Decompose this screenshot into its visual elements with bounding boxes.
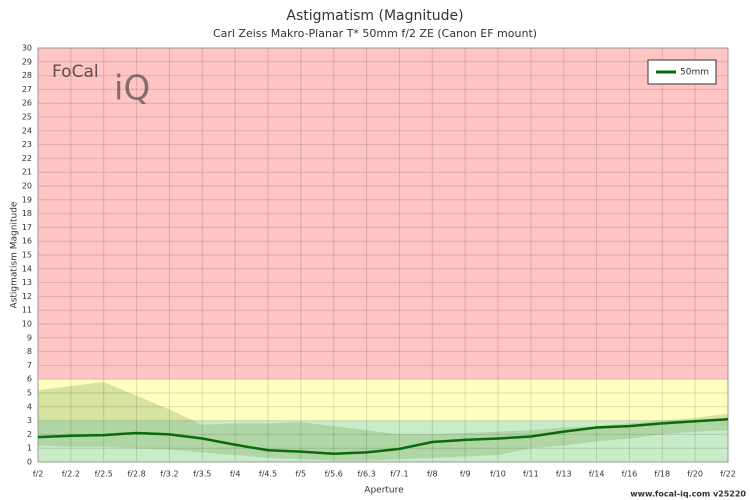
y-tick-label: 25 [22,113,32,122]
zone [38,379,728,421]
x-tick-label: f/10 [490,470,506,479]
y-tick-label: 27 [22,85,32,94]
y-tick-label: 1 [27,444,32,453]
series-line [37,417,729,455]
x-tick-label: f/3.5 [193,470,211,479]
y-tick-label: 6 [27,375,32,384]
x-tick-label: f/16 [622,470,638,479]
x-tick-label: f/5 [296,470,307,479]
y-tick-label: 11 [22,306,32,315]
x-tick-label: f/6.3 [357,470,375,479]
y-tick-label: 19 [22,195,32,204]
y-tick-label: 10 [22,320,32,329]
y-axis-label: Astigmatism Magnitude [10,201,20,308]
x-tick-label: f/4 [230,470,241,479]
y-tick-label: 24 [22,126,32,135]
y-tick-label: 3 [27,416,32,425]
y-tick-label: 15 [22,251,32,260]
x-tick-label: f/2.8 [127,470,145,479]
zone [38,48,728,380]
y-tick-label: 28 [22,71,32,80]
y-tick-label: 12 [22,292,32,301]
y-tick-label: 13 [22,278,32,287]
logo-text: iQ [114,69,150,109]
y-tick-label: 0 [27,458,32,467]
legend-label: 50mm [680,68,709,78]
chart-subtitle: Carl Zeiss Makro-Planar T* 50mm f/2 ZE (… [213,27,537,40]
y-tick-label: 30 [22,44,32,53]
x-tick-label: f/11 [523,470,539,479]
x-tick-label: f/7.1 [390,470,408,479]
y-tick-label: 16 [22,237,32,246]
logo-text: FoCal [52,62,99,82]
y-tick-label: 5 [27,389,32,398]
plot-border [37,47,729,463]
x-tick-label: f/4.5 [259,470,277,479]
x-tick-label: f/22 [720,470,736,479]
x-tick-label: f/13 [556,470,572,479]
footer: www.focal-iq.com v25220 [630,490,746,499]
x-tick-label: f/5.6 [325,470,343,479]
y-tick-label: 23 [22,140,32,149]
x-tick-label: f/9 [460,470,471,479]
x-tick-label: f/2 [33,470,44,479]
y-tick-label: 26 [22,99,32,108]
x-tick-label: f/18 [654,470,670,479]
x-tick-label: f/20 [687,470,703,479]
y-tick-label: 4 [27,402,32,411]
chart-title: Astigmatism (Magnitude) [286,8,463,24]
x-tick-label: f/2.2 [62,470,80,479]
x-tick-label: f/2.5 [95,470,113,479]
y-tick-label: 22 [22,154,32,163]
y-tick-label: 9 [27,333,32,342]
y-tick-label: 8 [27,347,32,356]
y-tick-label: 17 [22,223,32,232]
x-tick-label: f/8 [427,470,438,479]
y-tick-label: 14 [22,264,32,273]
y-tick-label: 29 [22,57,32,66]
x-tick-label: f/3.2 [160,470,178,479]
x-tick-label: f/14 [589,470,605,479]
y-tick-label: 7 [27,361,32,370]
x-axis-label: Aperture [364,486,404,496]
legend: 50mm [647,59,717,85]
y-tick-label: 21 [22,168,32,177]
y-tick-label: 20 [22,182,32,191]
y-tick-label: 2 [27,430,32,439]
y-tick-label: 18 [22,209,32,218]
